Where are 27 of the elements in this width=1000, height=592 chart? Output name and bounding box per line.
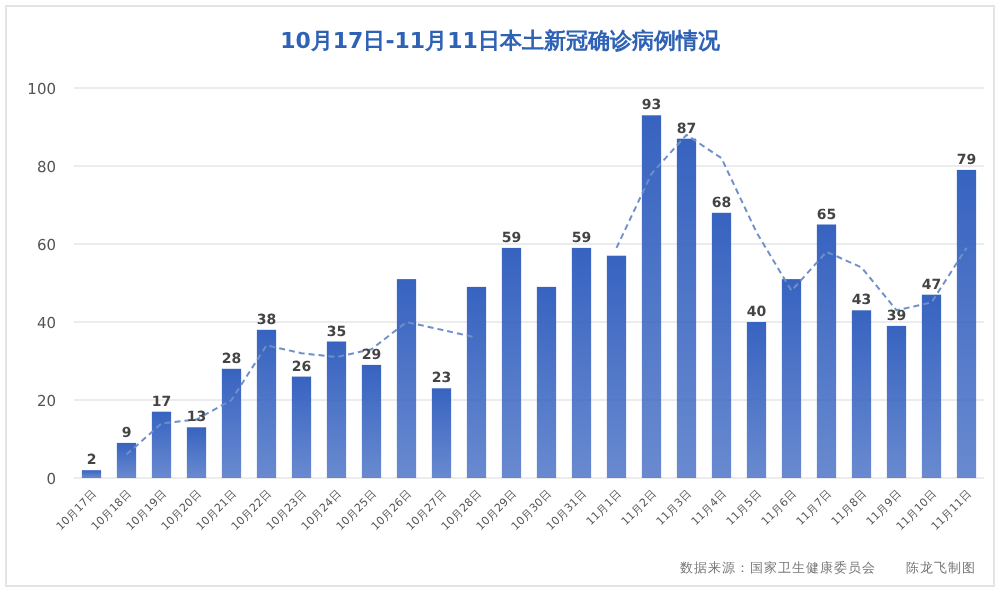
bar bbox=[361, 364, 382, 478]
bar bbox=[641, 115, 662, 478]
bar bbox=[151, 411, 172, 478]
bar bbox=[606, 255, 627, 478]
bar bbox=[221, 368, 242, 478]
bar bbox=[256, 329, 277, 478]
bar bbox=[746, 322, 767, 478]
bar bbox=[81, 470, 102, 478]
bar bbox=[116, 442, 137, 478]
bar bbox=[466, 286, 487, 478]
bar bbox=[676, 138, 697, 478]
bar bbox=[501, 247, 522, 478]
bar bbox=[291, 376, 312, 478]
bar bbox=[921, 294, 942, 478]
bar bbox=[396, 279, 417, 478]
bar bbox=[571, 247, 592, 478]
bar bbox=[851, 310, 872, 478]
bar bbox=[816, 224, 837, 478]
bar bbox=[536, 286, 557, 478]
bar bbox=[956, 169, 977, 478]
bar bbox=[431, 388, 452, 478]
bar bbox=[326, 341, 347, 478]
bar bbox=[186, 427, 207, 478]
bar bbox=[886, 325, 907, 478]
chart-title: 10月17日-11月11日本土新冠确诊病例情况 bbox=[280, 28, 722, 54]
bar bbox=[711, 212, 732, 478]
bar bbox=[781, 279, 802, 478]
